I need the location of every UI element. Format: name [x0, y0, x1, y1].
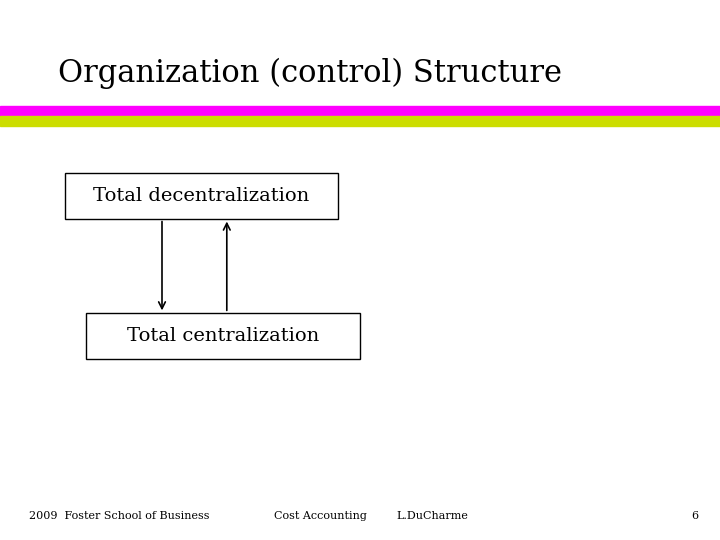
Text: 6: 6 — [691, 511, 698, 521]
Text: L.DuCharme: L.DuCharme — [396, 511, 468, 521]
Text: Cost Accounting: Cost Accounting — [274, 511, 366, 521]
Text: Total centralization: Total centralization — [127, 327, 320, 345]
Text: Total decentralization: Total decentralization — [94, 187, 310, 205]
Bar — [0, 106, 720, 116]
FancyBboxPatch shape — [86, 313, 360, 359]
Bar — [0, 116, 720, 126]
Text: 2009  Foster School of Business: 2009 Foster School of Business — [29, 511, 210, 521]
FancyBboxPatch shape — [65, 173, 338, 219]
Text: Organization (control) Structure: Organization (control) Structure — [58, 57, 562, 89]
